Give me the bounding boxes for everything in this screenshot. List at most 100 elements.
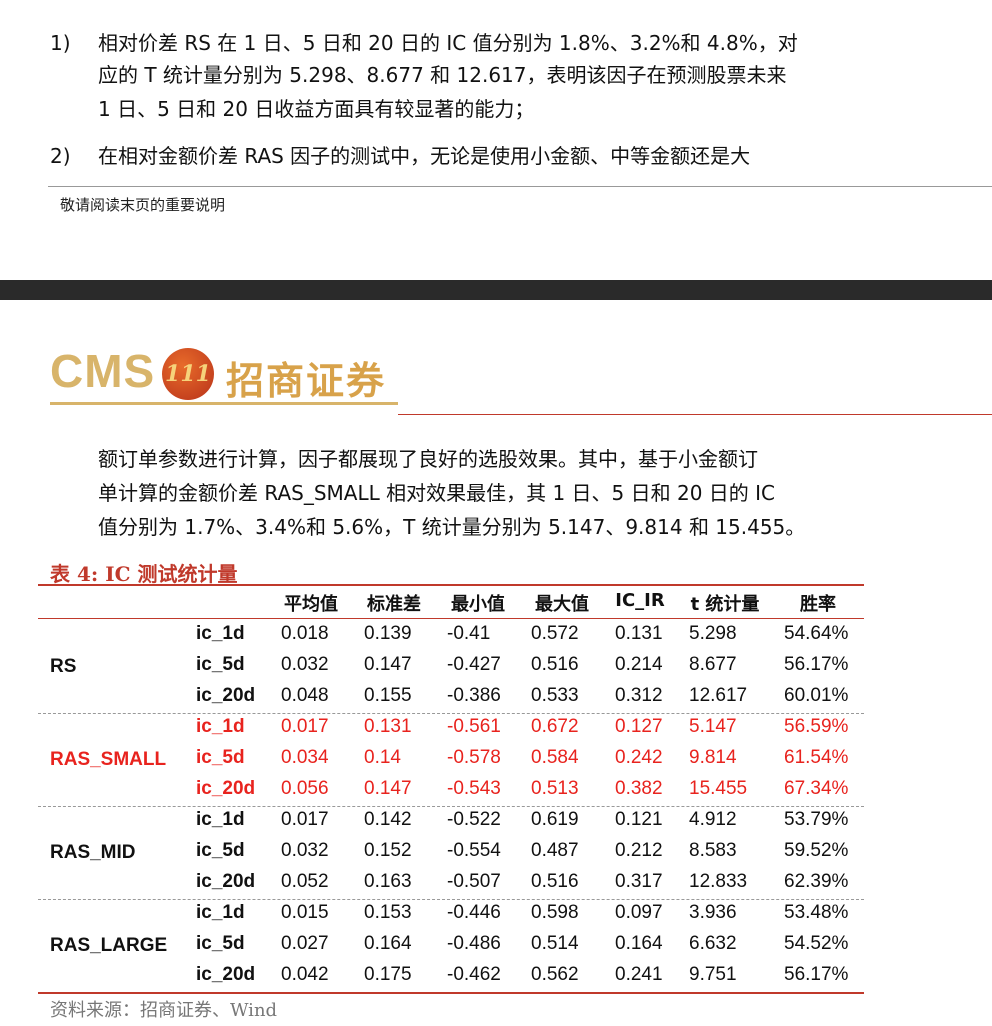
row-label: ic_5d [196, 747, 245, 768]
table-cell: 0.312 [615, 685, 663, 706]
table-cell: 8.583 [689, 840, 737, 861]
table-cell: 0.027 [281, 933, 329, 954]
table-cell: -0.427 [447, 654, 501, 675]
table-cell: 12.617 [689, 685, 748, 706]
table-cell: 0.142 [364, 809, 412, 830]
list-item-2-line-1: 在相对金额价差 RAS 因子的测试中，无论是使用小金额、中等金额还是大 [98, 144, 751, 168]
row-label: ic_1d [196, 902, 245, 923]
group-name: RAS_MID [50, 842, 136, 863]
row-label: ic_5d [196, 933, 245, 954]
table-cell: 15.455 [689, 778, 748, 799]
group-name: RAS_SMALL [50, 749, 167, 770]
group-divider [38, 806, 864, 807]
table-cell: 0.015 [281, 902, 329, 923]
table-cell: 0.153 [364, 902, 412, 923]
table-cell: 0.048 [281, 685, 329, 706]
table-cell: 54.52% [784, 933, 849, 954]
table-title: 表 4: IC 测试统计量 [50, 562, 238, 586]
table-cell: 0.018 [281, 623, 329, 644]
header-gold-rule [50, 402, 398, 405]
table-cell: 0.131 [364, 716, 412, 737]
table-header-rule [38, 618, 864, 619]
table-cell: 67.34% [784, 778, 849, 799]
group-name: RAS_LARGE [50, 935, 168, 956]
table-cell: 0.513 [531, 778, 579, 799]
table-cell: 9.814 [689, 747, 737, 768]
table-cell: 56.17% [784, 964, 849, 985]
table-bottom-rule [38, 992, 864, 994]
table-cell: 0.139 [364, 623, 412, 644]
group-divider [38, 899, 864, 900]
table-cell: 0.562 [531, 964, 579, 985]
table-cell: 0.147 [364, 654, 412, 675]
group-name: RS [50, 656, 77, 677]
paragraph-line-2: 单计算的金额价差 RAS_SMALL 相对效果最佳，其 1 日、5 日和 20 … [98, 481, 776, 505]
list-item-1-line-1: 相对价差 RS 在 1 日、5 日和 20 日的 IC 值分别为 1.8%、3.… [98, 31, 798, 55]
table-cell: -0.554 [447, 840, 501, 861]
table-cell: 60.01% [784, 685, 849, 706]
badge-text: 111 [165, 361, 211, 387]
table-header-3: 最大值 [535, 594, 589, 615]
table-cell: 0.056 [281, 778, 329, 799]
table-cell: 0.175 [364, 964, 412, 985]
table-cell: 0.163 [364, 871, 412, 892]
row-label: ic_5d [196, 840, 245, 861]
table-cell: -0.462 [447, 964, 501, 985]
table-cell: 62.39% [784, 871, 849, 892]
company-name-cn: 招商证券 [226, 358, 387, 403]
table-source: 资料来源：招商证券、Wind [50, 1000, 278, 1021]
table-cell: 0.152 [364, 840, 412, 861]
table-cell: 0.052 [281, 871, 329, 892]
table-cell: 53.48% [784, 902, 849, 923]
table-cell: 0.241 [615, 964, 663, 985]
row-label: ic_20d [196, 685, 256, 706]
table-cell: -0.522 [447, 809, 501, 830]
table-cell: 0.131 [615, 623, 663, 644]
table-header-6: 胜率 [800, 594, 836, 615]
row-label: ic_20d [196, 964, 256, 985]
table-top-rule [38, 584, 864, 586]
table-cell: 3.936 [689, 902, 737, 923]
table-cell: -0.41 [447, 623, 491, 644]
table-cell: 0.121 [615, 809, 663, 830]
table-cell: 0.127 [615, 716, 663, 737]
row-label: ic_20d [196, 778, 256, 799]
table-cell: 0.672 [531, 716, 579, 737]
paragraph-line-3: 值分别为 1.7%、3.4%和 5.6%，T 统计量分别为 5.147、9.81… [98, 515, 806, 539]
table-cell: 0.572 [531, 623, 579, 644]
table-cell: 56.17% [784, 654, 849, 675]
table-header-5: t 统计量 [690, 594, 760, 615]
table-cell: -0.446 [447, 902, 501, 923]
table-cell: 0.514 [531, 933, 579, 954]
list-number-1: 1) [50, 31, 71, 55]
table-cell: 0.584 [531, 747, 579, 768]
table-cell: 0.017 [281, 716, 329, 737]
table-cell: 59.52% [784, 840, 849, 861]
table-header-0: 平均值 [284, 594, 338, 615]
table-cell: -0.507 [447, 871, 501, 892]
table-cell: -0.486 [447, 933, 501, 954]
table-cell: 54.64% [784, 623, 849, 644]
list-item-1-line-3: 1 日、5 日和 20 日收益方面具有较显著的能力； [98, 97, 535, 121]
table-cell: 0.382 [615, 778, 663, 799]
cms-badge-icon: 111 [162, 348, 214, 400]
table-cell: 0.516 [531, 654, 579, 675]
table-cell: 56.59% [784, 716, 849, 737]
table-cell: 12.833 [689, 871, 748, 892]
table-cell: 0.14 [364, 747, 401, 768]
row-label: ic_1d [196, 716, 245, 737]
table-cell: 0.155 [364, 685, 412, 706]
table-cell: 0.164 [615, 933, 663, 954]
table-cell: 0.214 [615, 654, 663, 675]
header-red-rule [398, 414, 992, 415]
table-cell: 53.79% [784, 809, 849, 830]
table-cell: 0.598 [531, 902, 579, 923]
table-header-2: 最小值 [451, 594, 505, 615]
table-cell: 0.032 [281, 654, 329, 675]
table-header-4: IC_IR [615, 590, 665, 611]
table-cell: 9.751 [689, 964, 737, 985]
list-item-1-line-2: 应的 T 统计量分别为 5.298、8.677 和 12.617，表明该因子在预… [98, 63, 787, 87]
cms-logo-text: CMS [50, 345, 156, 397]
table-cell: -0.578 [447, 747, 501, 768]
table-cell: 0.242 [615, 747, 663, 768]
